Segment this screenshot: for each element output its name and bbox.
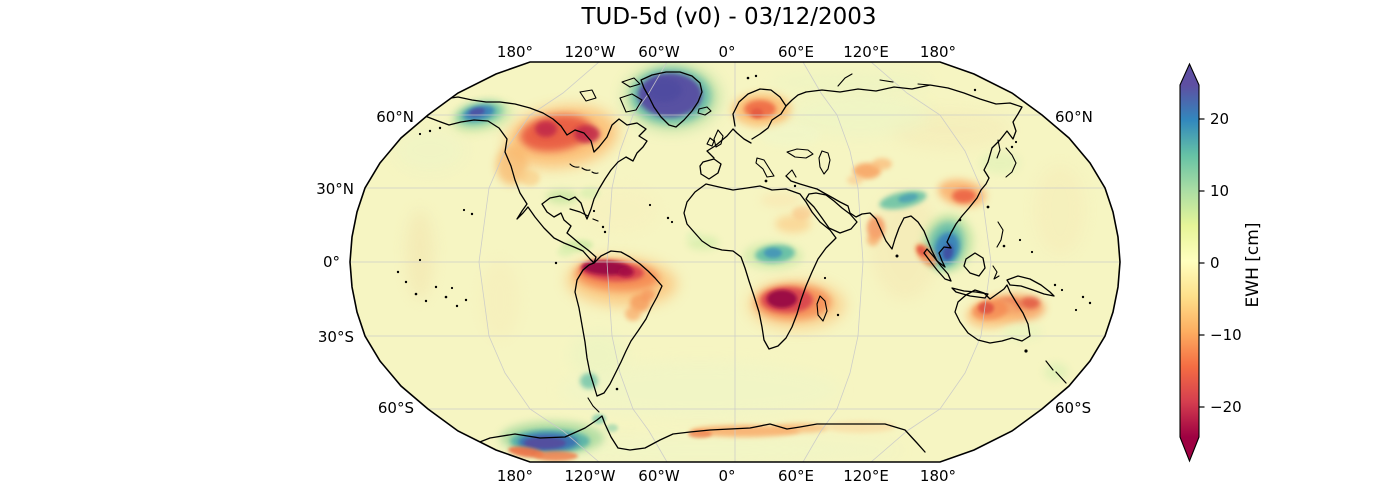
lon-label-bottom-120e: 120°E [843, 467, 889, 485]
colorbar-axis-label: EWH [cm] [1243, 222, 1263, 308]
lat-label-right-60s: 60°S [1055, 399, 1092, 417]
gridlines [350, 62, 1120, 462]
colorbar-gradient [1179, 62, 1200, 463]
lon-label-top-60w: 60°W [638, 43, 680, 61]
colorbar-tick-marks [1199, 118, 1205, 408]
colorbar [1179, 62, 1205, 463]
lon-label-bottom-60e: 60°E [777, 467, 815, 485]
lon-label-top-120e: 120°E [843, 43, 889, 61]
coastlines [413, 71, 1067, 453]
plot-title: TUD-5d (v0) - 03/12/2003 [581, 4, 877, 30]
lon-label-top-180e: 180° [919, 43, 957, 61]
colorbar-tick-0: 0 [1210, 254, 1220, 272]
lon-label-bottom-180w: 180° [496, 467, 534, 485]
colorbar-tick-20: 20 [1210, 110, 1230, 128]
island-dots [396, 74, 1092, 391]
map-border [349, 61, 1121, 463]
lat-label-left-0: 0° [322, 253, 340, 271]
colorbar-tick-10: 10 [1210, 182, 1230, 200]
lon-label-top-180w: 180° [496, 43, 534, 61]
colorbar-tick-neg20: −20 [1210, 398, 1242, 416]
lon-label-bottom-60w: 60°W [638, 467, 680, 485]
lat-label-left-30n: 30°N [316, 180, 354, 198]
lat-label-left-30s: 30°S [317, 328, 354, 346]
lat-label-right-60n: 60°N [1055, 108, 1093, 126]
map-area [350, 62, 1120, 462]
lat-label-left-60s: 60°S [377, 399, 414, 417]
lon-label-bottom-0: 0° [718, 467, 736, 485]
lon-label-bottom-180e: 180° [919, 467, 957, 485]
lon-label-top-120w: 120°W [564, 43, 616, 61]
colorbar-tick-neg10: −10 [1210, 326, 1242, 344]
lat-label-left-60n: 60°N [376, 108, 414, 126]
lon-label-top-0: 0° [718, 43, 736, 61]
lon-label-top-60e: 60°E [777, 43, 815, 61]
lon-label-bottom-120w: 120°W [564, 467, 616, 485]
